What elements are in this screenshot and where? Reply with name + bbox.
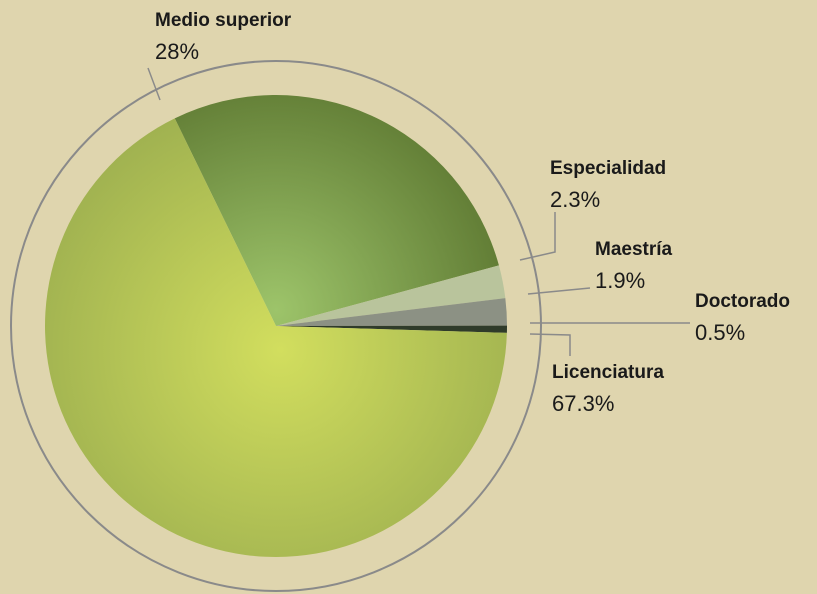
slice-percent: 2.3% (550, 187, 600, 212)
leader-line (147, 67, 161, 101)
slice-name: Medio superior (155, 10, 292, 31)
slice-name: Licenciatura (552, 362, 664, 383)
pie-slice (174, 95, 499, 326)
pie-slice (276, 298, 507, 326)
slice-percent: 1.9% (595, 268, 645, 293)
pie-slice (45, 118, 507, 558)
slice-percent: 0.5% (695, 320, 745, 345)
pie-slice (276, 265, 506, 326)
slice-percent: 28% (155, 39, 199, 64)
slice-name: Doctorado (695, 291, 790, 312)
leader-line (519, 212, 556, 261)
leader-line (529, 333, 571, 356)
pie-slice (276, 325, 507, 333)
slice-name: Maestría (595, 239, 673, 260)
slice-name: Especialidad (550, 158, 666, 179)
leader-line (527, 287, 591, 295)
slice-percent: 67.3% (552, 391, 614, 416)
outer-ring (10, 60, 542, 592)
